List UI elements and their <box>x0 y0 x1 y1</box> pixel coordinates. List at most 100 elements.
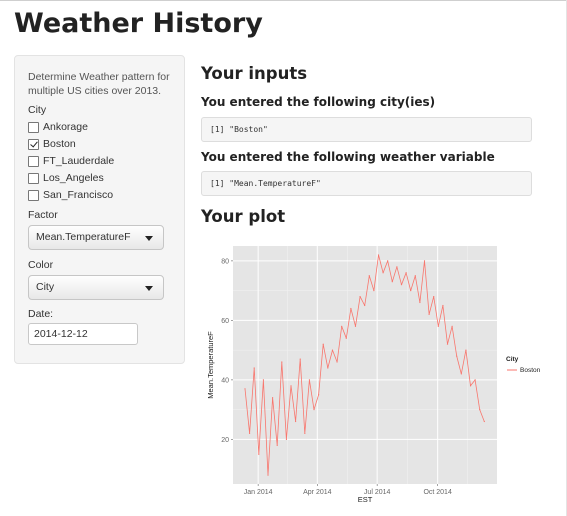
inputs-heading: Your inputs <box>201 64 308 83</box>
app-title: Weather History <box>14 8 263 39</box>
data-point <box>377 254 380 256</box>
checkbox-icon[interactable] <box>28 121 39 133</box>
data-point <box>396 266 398 268</box>
data-point <box>276 444 278 446</box>
x-axis-title: EST <box>358 495 373 504</box>
data-point <box>391 281 393 283</box>
data-point <box>423 260 426 262</box>
checkbox-icon[interactable] <box>28 189 39 201</box>
data-point <box>267 474 269 476</box>
data-point <box>318 394 320 396</box>
data-point <box>410 290 412 292</box>
plot-svg: 20 40 60 80 Jan 2014 Apr 2014 Jul 2014 Oct 201… <box>206 246 541 504</box>
city-output-box: [1] "Boston" <box>201 117 532 142</box>
city-output-heading: You entered the following city(ies) <box>201 95 436 109</box>
data-point <box>460 373 462 375</box>
series-layer <box>244 254 485 476</box>
data-point <box>428 313 430 316</box>
x-tick-label: Jul 2014 <box>364 489 391 496</box>
data-point <box>253 367 255 369</box>
data-point <box>400 284 403 286</box>
city-option-san-francisco[interactable]: San_Francisco <box>28 188 113 202</box>
data-point <box>299 358 301 360</box>
legend-title: City <box>506 356 519 363</box>
color-select[interactable]: City <box>28 275 164 300</box>
city-option-label: Boston <box>43 138 76 150</box>
plot-heading: Your plot <box>201 207 286 226</box>
data-point <box>419 301 421 304</box>
data-point <box>474 379 476 381</box>
x-tick-label: Oct 2014 <box>423 489 452 496</box>
data-point <box>336 361 338 363</box>
city-label: City <box>28 104 47 116</box>
data-point <box>354 325 357 327</box>
data-point <box>272 397 274 399</box>
data-point <box>290 385 292 387</box>
data-point <box>405 272 407 274</box>
data-point <box>285 438 288 440</box>
data-point <box>258 453 260 455</box>
city-option-los-angeles[interactable]: Los_Angeles <box>28 171 104 185</box>
data-point <box>262 379 265 381</box>
data-point <box>483 420 485 423</box>
city-option-boston[interactable]: Boston <box>28 137 76 151</box>
help-text: Determine Weather pattern for multiple U… <box>28 71 170 97</box>
plot-panel <box>233 246 497 484</box>
y-tick-label: 20 <box>221 437 229 444</box>
data-point <box>249 432 251 435</box>
chevron-down-icon <box>145 286 153 291</box>
legend: City Boston <box>506 356 541 374</box>
checkbox-icon[interactable] <box>28 172 39 184</box>
date-label: Date: <box>28 308 54 320</box>
data-point <box>469 385 472 387</box>
y-tick-label: 40 <box>221 377 229 384</box>
data-point <box>244 388 246 390</box>
data-point <box>313 409 315 411</box>
weather-plot: 20 40 60 80 Jan 2014 Apr 2014 Jul 2014 Oct 201… <box>201 238 557 506</box>
window-top-border <box>0 0 567 1</box>
minor-grid <box>233 246 497 484</box>
city-option-label: FT_Lauderdale <box>43 155 115 167</box>
variable-output-box: [1] "Mean.TemperatureF" <box>201 171 532 196</box>
data-point <box>345 337 347 339</box>
x-axis-ticks: Jan 2014 Apr 2014 Jul 2014 Oct 2014 <box>244 484 452 496</box>
data-point <box>295 420 297 423</box>
checkbox-checked-icon[interactable] <box>28 138 39 150</box>
city-option-label: Los_Angeles <box>43 172 104 184</box>
y-tick-label: 60 <box>221 318 229 325</box>
data-point <box>350 307 352 310</box>
y-axis-title: Mean.TemperatureF <box>206 331 215 399</box>
x-tick-label: Jan 2014 <box>244 489 273 496</box>
city-option-label: Ankorage <box>43 121 88 133</box>
data-point <box>451 325 453 327</box>
data-point <box>442 304 444 307</box>
checkbox-icon[interactable] <box>28 155 39 167</box>
y-tick-label: 80 <box>221 258 229 265</box>
data-point <box>382 272 384 274</box>
city-option-label: San_Francisco <box>43 189 114 201</box>
data-point <box>281 361 283 363</box>
data-point <box>331 349 334 351</box>
variable-output-heading: You entered the following weather variab… <box>201 150 495 164</box>
city-option-ft-lauderdale[interactable]: FT_Lauderdale <box>28 154 114 168</box>
data-point <box>387 260 389 262</box>
data-point <box>327 367 329 369</box>
data-point <box>368 275 370 277</box>
data-point <box>373 290 375 292</box>
data-point <box>437 325 439 327</box>
data-point <box>414 275 416 277</box>
factor-select[interactable]: Mean.TemperatureF <box>28 225 164 250</box>
data-point <box>364 304 366 307</box>
data-point <box>341 325 343 327</box>
data-point <box>465 349 467 351</box>
data-point <box>304 432 306 435</box>
date-input[interactable]: 2014-12-12 <box>28 323 138 345</box>
data-point <box>446 343 449 345</box>
y-axis-ticks: 20 40 60 80 <box>221 258 233 444</box>
chevron-down-icon <box>145 236 153 241</box>
data-point <box>308 379 311 381</box>
sidebar-panel: Determine Weather pattern for multiple U… <box>14 55 185 364</box>
x-tick-label: Apr 2014 <box>303 489 332 496</box>
factor-select-value: Mean.TemperatureF <box>36 231 131 243</box>
city-option-ankorage[interactable]: Ankorage <box>28 120 88 134</box>
